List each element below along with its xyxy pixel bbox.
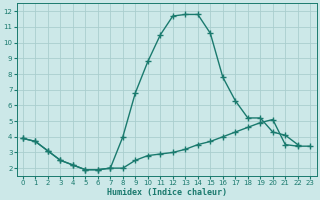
X-axis label: Humidex (Indice chaleur): Humidex (Indice chaleur) [107,188,227,197]
